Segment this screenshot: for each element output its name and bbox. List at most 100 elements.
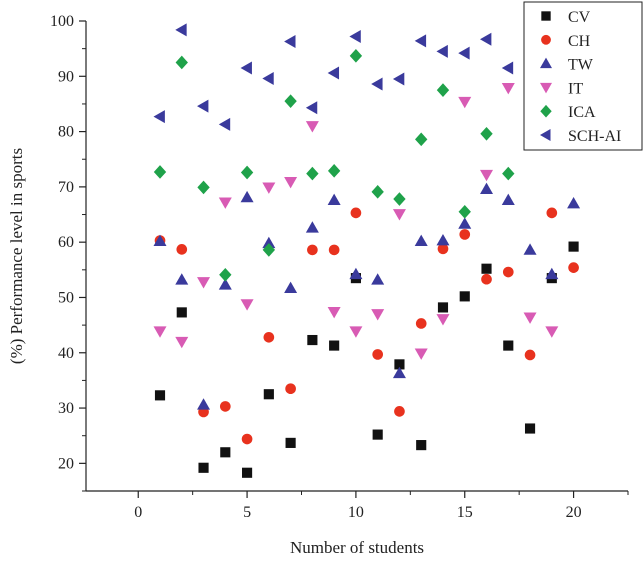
data-point xyxy=(371,309,385,321)
y-axis-title: (%) Performance level in sports xyxy=(7,148,26,364)
y-tick-label: 70 xyxy=(58,179,74,196)
data-point xyxy=(175,55,188,70)
data-point xyxy=(524,423,536,434)
y-tick-label: 80 xyxy=(58,124,74,141)
legend-label: ICA xyxy=(568,104,596,121)
data-point xyxy=(480,32,492,46)
data-point xyxy=(263,331,275,343)
data-point xyxy=(284,34,296,48)
data-point xyxy=(458,96,472,109)
data-point xyxy=(372,349,384,360)
data-point xyxy=(436,314,450,326)
x-tick-label: 20 xyxy=(566,504,582,521)
axes: 0 5 10 15 20 20 30 40 50 60 70 80 90 100 xyxy=(50,13,629,521)
legend-marker xyxy=(540,129,551,141)
data-point xyxy=(503,340,514,351)
data-point xyxy=(153,110,165,124)
series-ch xyxy=(154,207,579,445)
data-point xyxy=(502,266,514,278)
legend-label: CV xyxy=(568,9,591,26)
data-point xyxy=(414,234,428,246)
data-point xyxy=(459,291,470,302)
data-point xyxy=(371,185,384,199)
data-point xyxy=(197,398,211,410)
y-tick-label: 100 xyxy=(50,13,74,30)
legend-marker xyxy=(541,11,551,21)
data-point xyxy=(545,326,559,338)
data-point xyxy=(153,165,167,179)
x-tick-label: 10 xyxy=(348,504,364,521)
data-point xyxy=(285,383,296,395)
data-point xyxy=(153,326,167,338)
data-point xyxy=(285,437,296,448)
data-point xyxy=(568,241,579,252)
legend-marker xyxy=(540,57,552,69)
data-point xyxy=(218,278,232,290)
data-point xyxy=(350,207,362,219)
data-point xyxy=(349,267,363,280)
data-point xyxy=(480,126,493,141)
legend-marker xyxy=(541,34,551,45)
data-point xyxy=(502,166,515,181)
y-tick-label: 20 xyxy=(58,455,74,472)
data-point xyxy=(568,262,579,273)
data-point xyxy=(481,273,492,285)
data-point xyxy=(437,302,449,313)
data-point xyxy=(327,193,341,206)
series-it xyxy=(153,83,581,360)
data-point xyxy=(436,234,450,246)
data-point xyxy=(458,46,470,60)
data-point xyxy=(284,177,298,189)
data-point xyxy=(371,77,383,91)
data-point xyxy=(392,366,406,379)
data-point xyxy=(501,83,515,95)
data-point xyxy=(436,44,448,58)
data-point xyxy=(480,182,494,194)
data-point xyxy=(437,243,449,255)
data-point xyxy=(175,336,189,349)
data-point xyxy=(306,166,319,181)
data-point xyxy=(524,349,536,361)
data-point xyxy=(175,273,189,285)
data-point xyxy=(414,34,427,48)
data-point xyxy=(545,267,559,280)
data-point xyxy=(198,462,209,473)
data-point xyxy=(372,429,383,440)
data-point xyxy=(436,83,450,97)
data-point xyxy=(218,117,231,131)
data-point xyxy=(176,244,188,255)
data-point xyxy=(371,273,385,285)
legend-label: IT xyxy=(568,80,583,97)
data-point xyxy=(349,49,363,63)
data-point xyxy=(305,101,318,115)
data-point xyxy=(307,244,318,256)
series-sch-ai xyxy=(153,23,579,131)
data-point xyxy=(197,180,210,195)
data-point xyxy=(307,334,318,346)
data-point xyxy=(197,277,211,289)
x-tick-label: 15 xyxy=(457,504,473,521)
series-cv xyxy=(154,241,579,478)
data-point xyxy=(327,66,340,80)
data-point xyxy=(392,72,405,86)
data-point xyxy=(262,182,276,194)
data-point xyxy=(349,326,363,338)
data-point xyxy=(263,389,274,400)
data-point xyxy=(415,132,428,147)
data-point xyxy=(220,447,231,458)
data-point xyxy=(240,165,254,180)
data-point xyxy=(481,263,492,274)
data-point xyxy=(546,207,558,219)
y-tick-label: 90 xyxy=(58,68,74,85)
legend: CV CH TW IT ICA SCH-AI xyxy=(523,1,643,151)
legend-label: CH xyxy=(568,33,591,50)
data-point xyxy=(219,267,232,282)
data-point xyxy=(394,359,405,370)
data-point xyxy=(262,243,276,257)
data-point xyxy=(329,340,340,351)
data-point xyxy=(219,401,231,412)
data-point xyxy=(349,29,361,43)
series-tw xyxy=(153,182,581,410)
data-point xyxy=(567,196,581,209)
